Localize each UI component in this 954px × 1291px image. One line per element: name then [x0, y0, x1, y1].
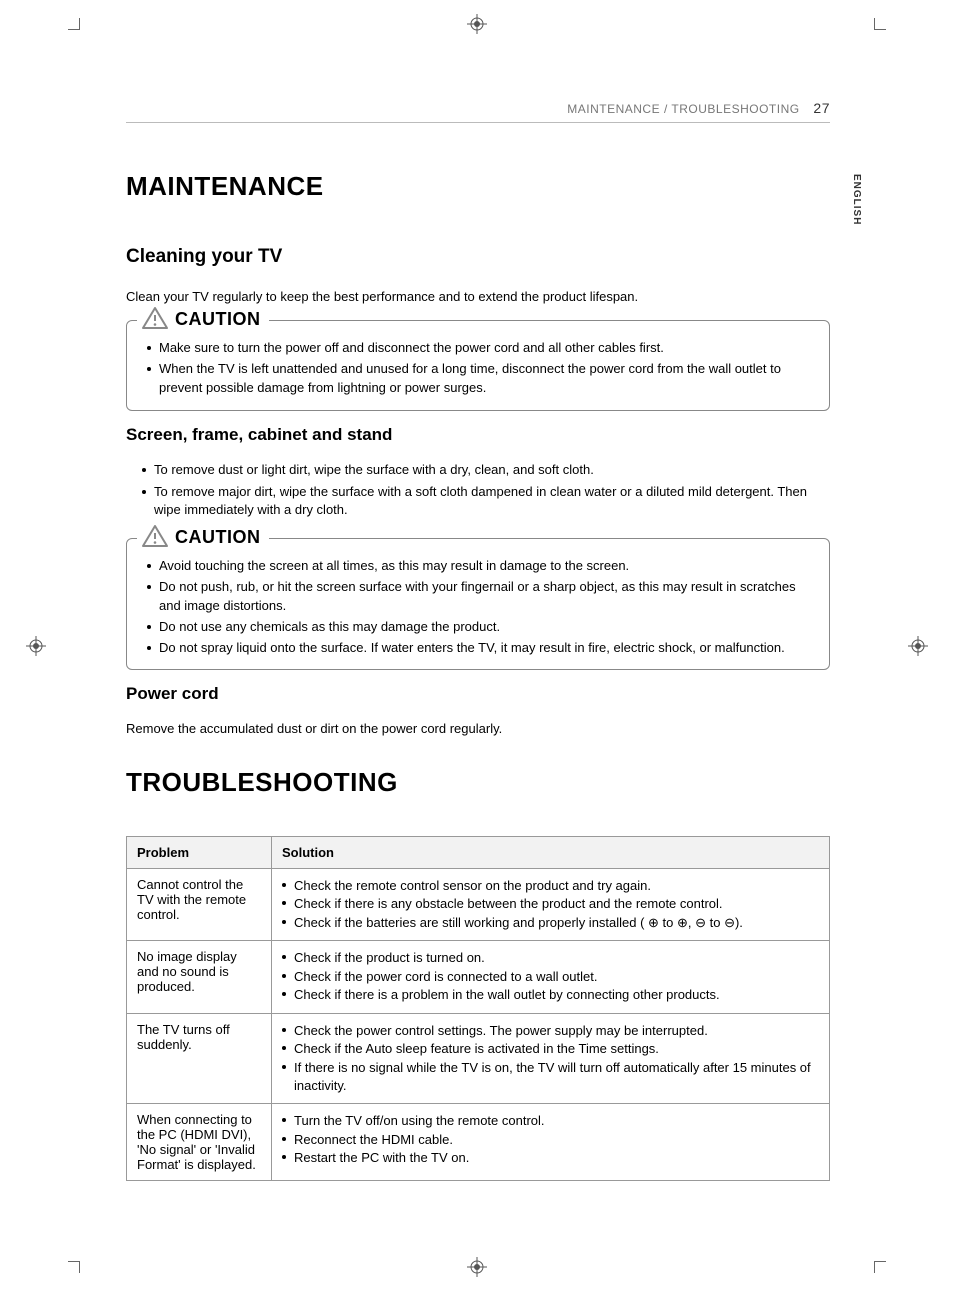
- registration-mark-icon: [908, 636, 928, 656]
- list-item: Restart the PC with the TV on.: [282, 1149, 819, 1167]
- powercord-body: Remove the accumulated dust or dirt on t…: [126, 720, 830, 738]
- warning-icon: [141, 306, 169, 333]
- caution-label: CAUTION: [137, 524, 269, 551]
- cleaning-heading: Cleaning your TV: [126, 246, 830, 268]
- problem-cell: Cannot control the TV with the remote co…: [127, 868, 272, 941]
- list-item: Do not spray liquid onto the surface. If…: [149, 639, 815, 658]
- crop-mark: [874, 1261, 886, 1273]
- list-item: Do not use any chemicals as this may dam…: [149, 618, 815, 637]
- screen-list: To remove dust or light dirt, wipe the s…: [126, 461, 830, 521]
- page-header: MAINTENANCE / TROUBLESHOOTING 27: [126, 100, 830, 123]
- page-content: MAINTENANCE / TROUBLESHOOTING 27 ENGLISH…: [126, 100, 830, 1181]
- table-row: When connecting to the PC (HDMI DVI), 'N…: [127, 1104, 830, 1181]
- crop-mark: [68, 1261, 80, 1273]
- problem-cell: When connecting to the PC (HDMI DVI), 'N…: [127, 1104, 272, 1181]
- solution-cell: Turn the TV off/on using the remote cont…: [272, 1104, 830, 1181]
- solution-cell: Check the remote control sensor on the p…: [272, 868, 830, 941]
- problem-cell: No image display and no sound is produce…: [127, 941, 272, 1014]
- list-item: Reconnect the HDMI cable.: [282, 1131, 819, 1149]
- registration-mark-icon: [467, 1257, 487, 1277]
- table-row: The TV turns off suddenly. Check the powe…: [127, 1013, 830, 1103]
- table-row: Cannot control the TV with the remote co…: [127, 868, 830, 941]
- troubleshooting-title: TROUBLESHOOTING: [126, 767, 830, 798]
- list-item: Check if the power cord is connected to …: [282, 968, 819, 986]
- registration-mark-icon: [26, 636, 46, 656]
- caution-2-list: Avoid touching the screen at all times, …: [141, 557, 815, 657]
- list-item: Avoid touching the screen at all times, …: [149, 557, 815, 576]
- caution-box-1: CAUTION Make sure to turn the power off …: [126, 320, 830, 411]
- list-item: To remove dust or light dirt, wipe the s…: [144, 461, 830, 480]
- problem-cell: The TV turns off suddenly.: [127, 1013, 272, 1103]
- list-item: Make sure to turn the power off and disc…: [149, 339, 815, 358]
- list-item: To remove major dirt, wipe the surface w…: [144, 483, 830, 521]
- list-item: Do not push, rub, or hit the screen surf…: [149, 578, 815, 616]
- list-item: Check the power control settings. The po…: [282, 1022, 819, 1040]
- caution-1-list: Make sure to turn the power off and disc…: [141, 339, 815, 398]
- list-item: Check if the batteries are still working…: [282, 914, 819, 932]
- solution-cell: Check the power control settings. The po…: [272, 1013, 830, 1103]
- caution-label: CAUTION: [137, 306, 269, 333]
- list-item: If there is no signal while the TV is on…: [282, 1059, 819, 1094]
- list-item: Check the remote control sensor on the p…: [282, 877, 819, 895]
- screen-heading: Screen, frame, cabinet and stand: [126, 425, 830, 445]
- crop-mark: [68, 18, 80, 30]
- language-tab: ENGLISH: [851, 174, 862, 225]
- header-breadcrumb: MAINTENANCE / TROUBLESHOOTING: [567, 102, 799, 116]
- cleaning-intro: Clean your TV regularly to keep the best…: [126, 288, 830, 306]
- table-header-solution: Solution: [272, 836, 830, 868]
- registration-mark-icon: [467, 14, 487, 34]
- caution-text: CAUTION: [175, 527, 261, 548]
- crop-mark: [874, 18, 886, 30]
- troubleshooting-table: Problem Solution Cannot control the TV w…: [126, 836, 830, 1181]
- list-item: Check if the Auto sleep feature is activ…: [282, 1040, 819, 1058]
- table-row: No image display and no sound is produce…: [127, 941, 830, 1014]
- warning-icon: [141, 524, 169, 551]
- powercord-heading: Power cord: [126, 684, 830, 704]
- solution-cell: Check if the product is turned on.Check …: [272, 941, 830, 1014]
- table-header-problem: Problem: [127, 836, 272, 868]
- list-item: Check if the product is turned on.: [282, 949, 819, 967]
- list-item: When the TV is left unattended and unuse…: [149, 360, 815, 398]
- list-item: Turn the TV off/on using the remote cont…: [282, 1112, 819, 1130]
- list-item: Check if there is any obstacle between t…: [282, 895, 819, 913]
- list-item: Check if there is a problem in the wall …: [282, 986, 819, 1004]
- maintenance-title: MAINTENANCE: [126, 171, 830, 202]
- caution-box-2: CAUTION Avoid touching the screen at all…: [126, 538, 830, 670]
- caution-text: CAUTION: [175, 309, 261, 330]
- page-number: 27: [813, 100, 830, 116]
